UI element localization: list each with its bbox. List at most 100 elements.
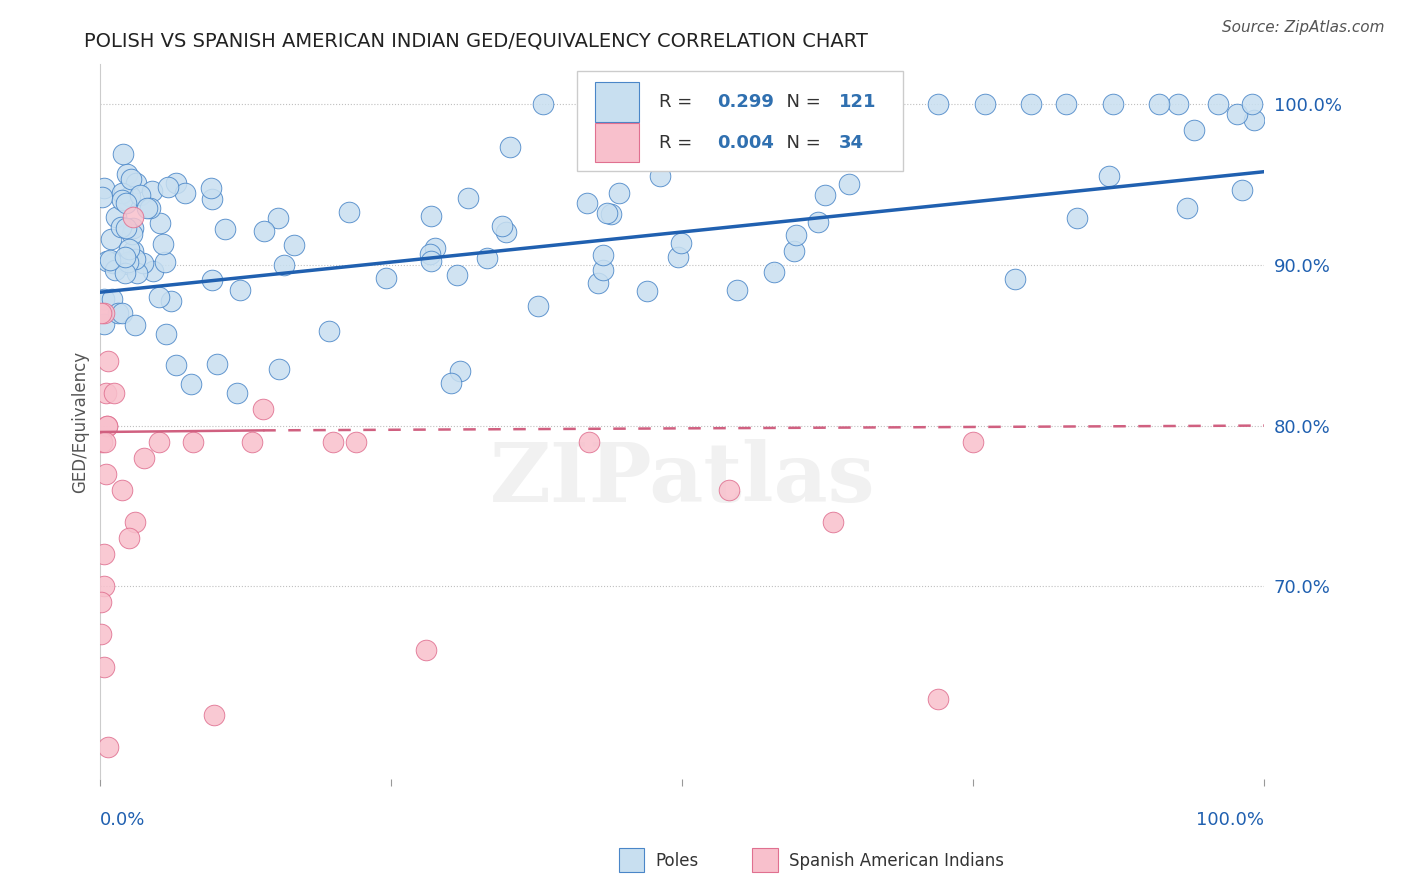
Point bbox=[927, 97, 949, 112]
Point bbox=[823, 515, 845, 529]
Point bbox=[124, 318, 146, 333]
Point bbox=[115, 195, 138, 210]
Point bbox=[97, 739, 120, 754]
Point bbox=[148, 290, 170, 304]
Point bbox=[1175, 201, 1198, 215]
Point bbox=[90, 595, 112, 609]
Text: 100.0%: 100.0% bbox=[1197, 811, 1264, 830]
Point bbox=[115, 167, 138, 181]
Point bbox=[94, 386, 117, 401]
Point bbox=[344, 434, 367, 449]
Point bbox=[785, 227, 807, 242]
Text: R =: R = bbox=[659, 134, 697, 152]
Point bbox=[96, 418, 118, 433]
Point bbox=[1149, 97, 1171, 112]
Point bbox=[322, 434, 344, 449]
Point bbox=[526, 299, 548, 313]
Point bbox=[880, 97, 903, 112]
Text: ZIPatlas: ZIPatlas bbox=[489, 439, 875, 519]
Point bbox=[114, 266, 136, 280]
Point bbox=[423, 241, 446, 255]
Point bbox=[592, 263, 614, 277]
Bar bbox=[595, 82, 640, 121]
Point bbox=[118, 189, 141, 203]
Y-axis label: GED/Equivalency: GED/Equivalency bbox=[72, 351, 89, 492]
Point bbox=[783, 244, 806, 258]
Point bbox=[129, 187, 152, 202]
Point bbox=[592, 248, 614, 262]
Point bbox=[499, 140, 522, 154]
Point bbox=[117, 257, 139, 271]
Point bbox=[148, 434, 170, 449]
Point bbox=[807, 215, 830, 229]
Point bbox=[762, 265, 785, 279]
Point bbox=[93, 659, 115, 673]
Point bbox=[419, 247, 441, 261]
Point bbox=[607, 186, 630, 201]
Point bbox=[1230, 183, 1253, 197]
Point bbox=[111, 306, 134, 320]
Point bbox=[838, 178, 860, 192]
Point bbox=[588, 276, 610, 290]
Point bbox=[142, 264, 165, 278]
Point bbox=[229, 284, 252, 298]
Point bbox=[96, 418, 118, 433]
Point bbox=[136, 201, 159, 215]
Point bbox=[600, 206, 623, 220]
Point bbox=[666, 251, 689, 265]
Point bbox=[202, 707, 225, 722]
Point bbox=[457, 191, 479, 205]
Point bbox=[475, 252, 498, 266]
Text: Source: ZipAtlas.com: Source: ZipAtlas.com bbox=[1222, 20, 1385, 35]
Point bbox=[118, 531, 141, 545]
Text: N =: N = bbox=[775, 134, 827, 152]
Point bbox=[107, 306, 129, 320]
Point bbox=[225, 386, 247, 401]
Point bbox=[201, 192, 224, 206]
Point bbox=[152, 237, 174, 252]
Point bbox=[93, 317, 115, 331]
FancyBboxPatch shape bbox=[578, 71, 903, 171]
Point bbox=[159, 293, 181, 308]
Bar bbox=[595, 123, 640, 162]
Point bbox=[93, 181, 115, 195]
Point bbox=[596, 206, 619, 220]
Point bbox=[1004, 272, 1026, 286]
Point bbox=[375, 271, 398, 285]
Point bbox=[127, 266, 149, 280]
Text: 0.299: 0.299 bbox=[717, 93, 773, 111]
Point bbox=[1098, 169, 1121, 184]
Point bbox=[104, 255, 127, 269]
Point bbox=[415, 643, 437, 657]
Point bbox=[1241, 97, 1264, 112]
Point bbox=[93, 306, 115, 320]
Point bbox=[111, 483, 134, 497]
Point bbox=[576, 196, 599, 211]
Point bbox=[155, 326, 177, 341]
Point bbox=[636, 284, 658, 298]
Point bbox=[1182, 122, 1205, 136]
Point bbox=[94, 434, 117, 449]
Point bbox=[118, 242, 141, 256]
Point bbox=[111, 186, 134, 200]
Point bbox=[124, 252, 146, 267]
Point bbox=[283, 238, 305, 252]
Point bbox=[111, 146, 134, 161]
Point bbox=[1066, 211, 1088, 225]
Point bbox=[180, 377, 202, 392]
Text: 121: 121 bbox=[839, 93, 877, 111]
Point bbox=[100, 292, 122, 306]
Point bbox=[962, 434, 984, 449]
Point bbox=[141, 184, 163, 198]
Point bbox=[93, 547, 115, 561]
Point bbox=[240, 434, 263, 449]
Point bbox=[153, 255, 176, 269]
Text: Poles: Poles bbox=[655, 852, 699, 870]
Text: 34: 34 bbox=[839, 134, 865, 152]
Point bbox=[149, 216, 172, 230]
Point bbox=[252, 402, 274, 417]
Point bbox=[763, 97, 786, 112]
Point bbox=[1101, 97, 1123, 112]
Point bbox=[725, 284, 748, 298]
Point bbox=[531, 97, 554, 112]
